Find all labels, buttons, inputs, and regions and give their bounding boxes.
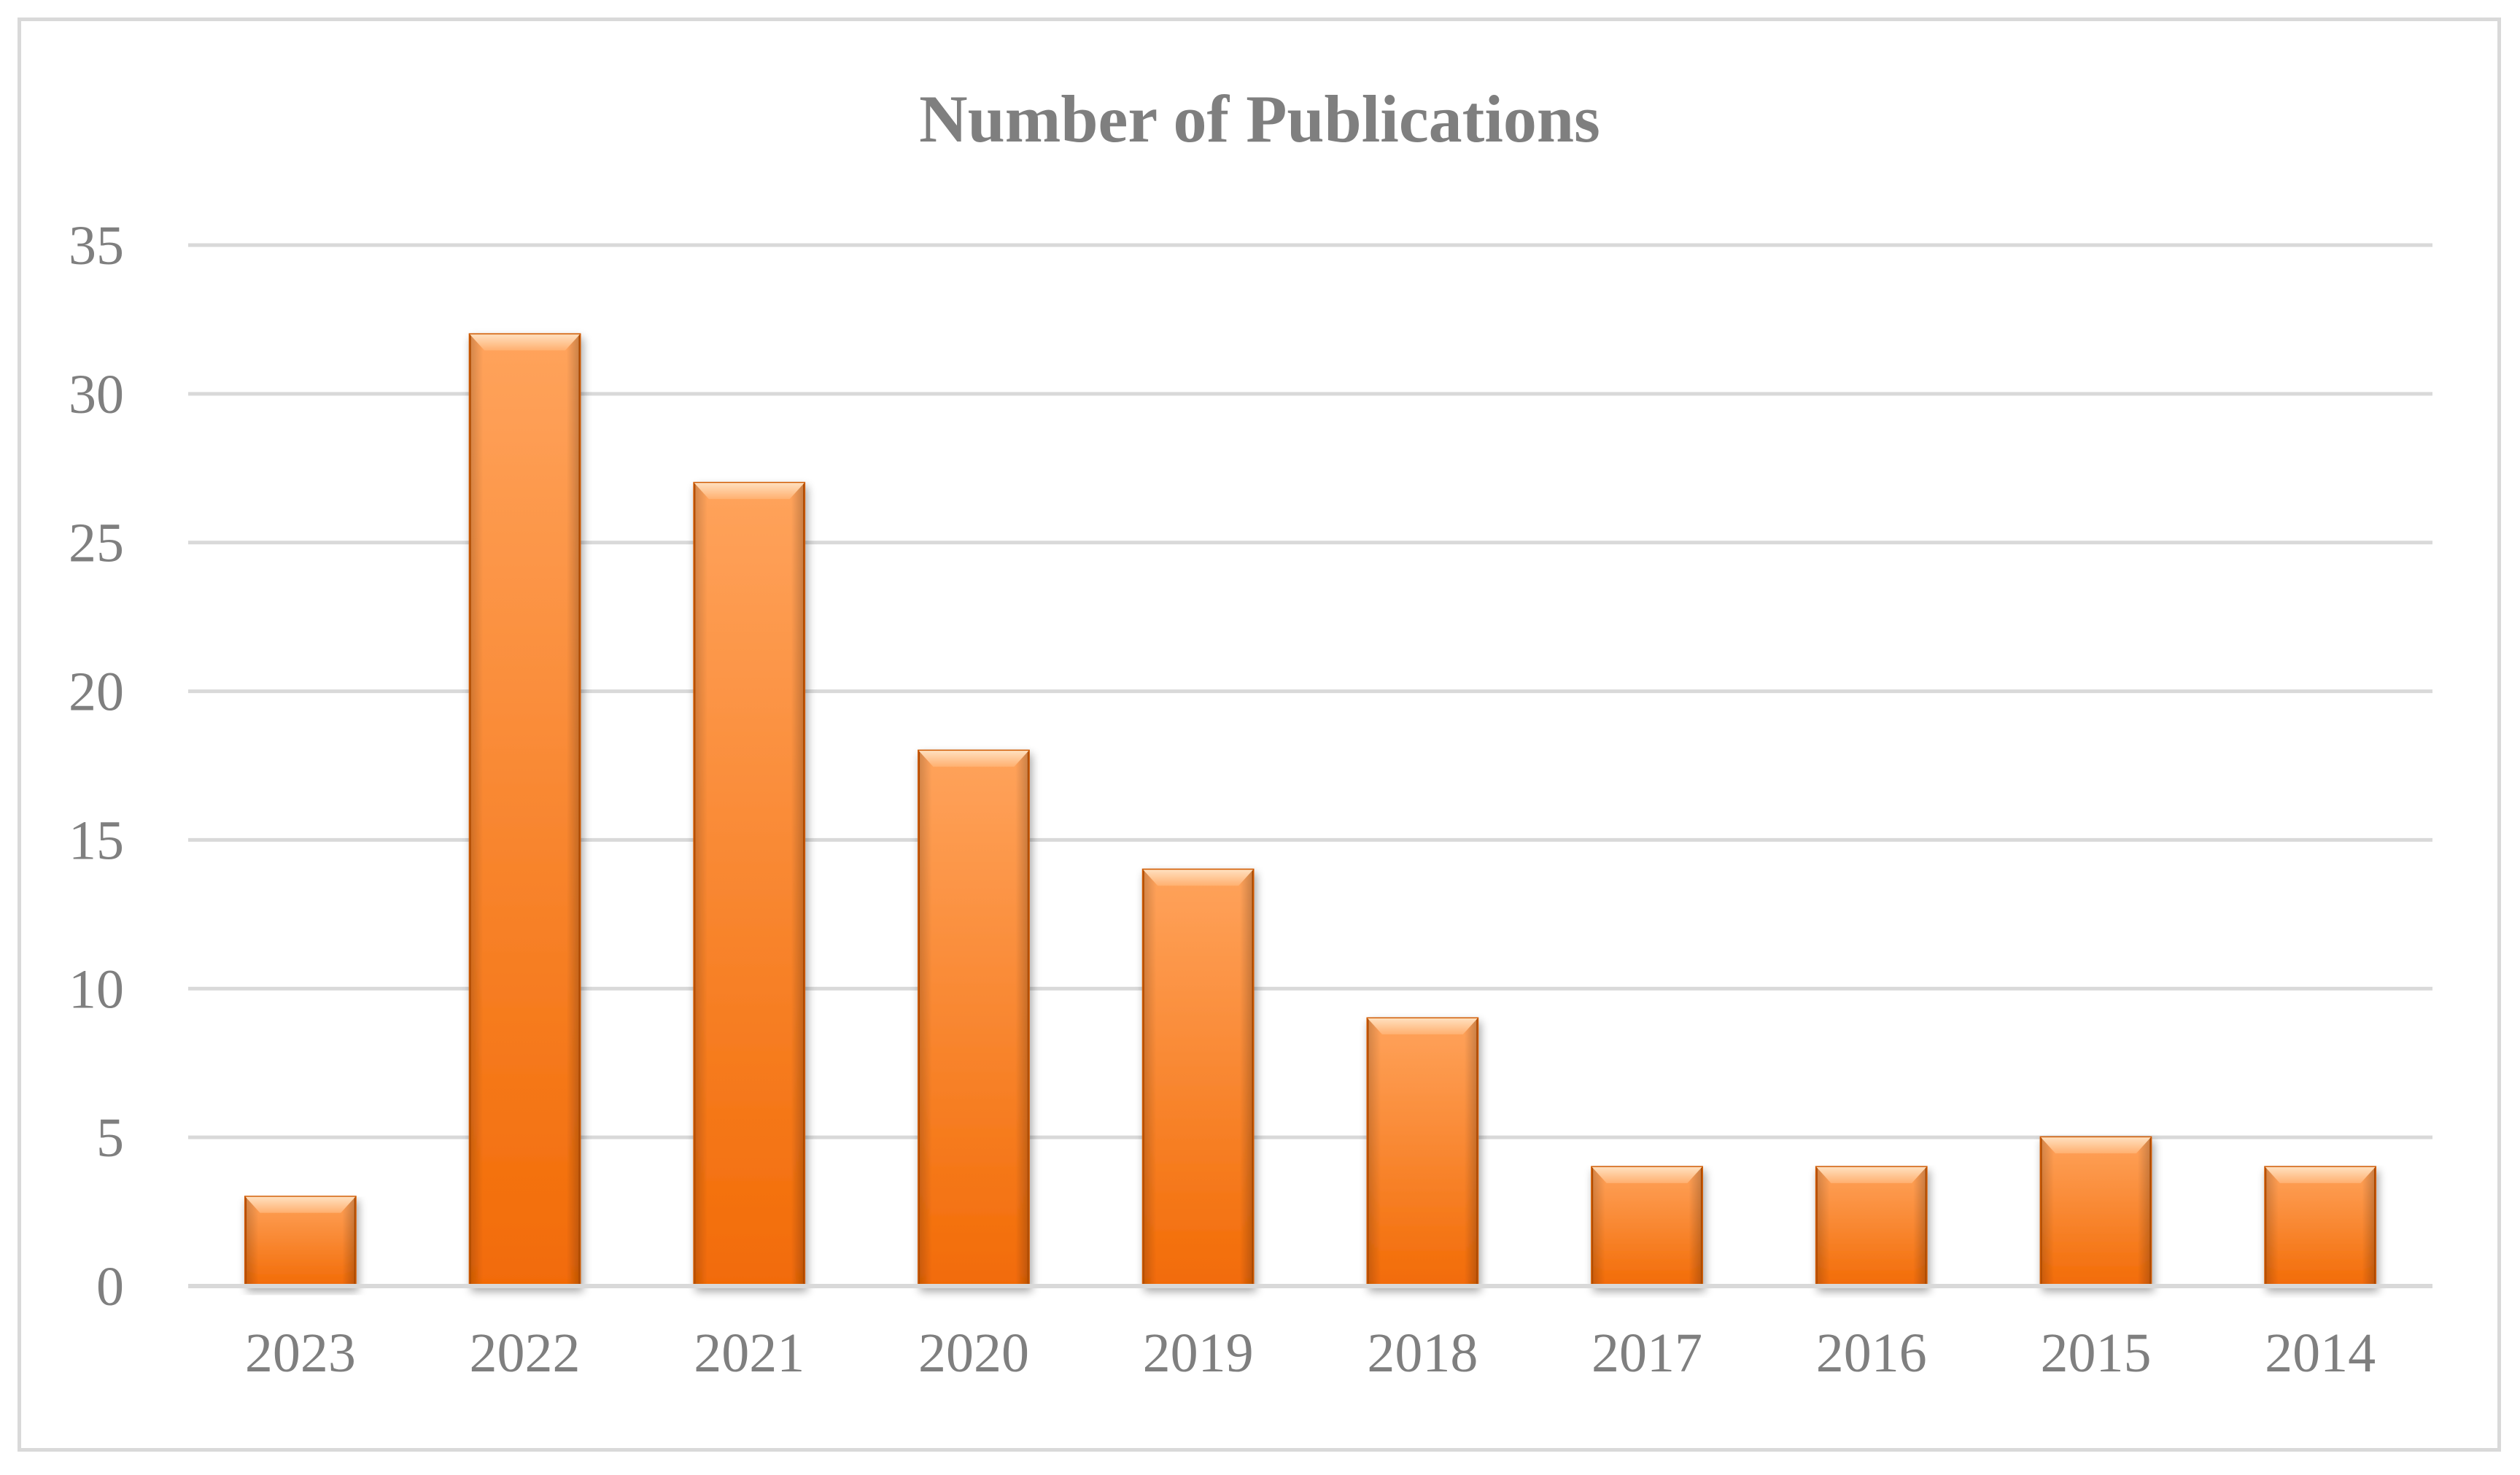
x-tick-label-2022: 2022	[470, 1323, 581, 1384]
bar-shading	[1592, 1166, 1702, 1286]
x-tick-label-2020: 2020	[918, 1323, 1029, 1384]
x-tick-label-2017: 2017	[1592, 1323, 1702, 1384]
y-tick-label: 0	[96, 1256, 124, 1317]
bar-shading	[2265, 1166, 2376, 1286]
bar-bevel	[245, 1196, 356, 1213]
bar-bevel	[2041, 1137, 2151, 1154]
bar-shading	[694, 483, 805, 1287]
bar-bevel	[1592, 1166, 1702, 1183]
chart-title: Number of Publications	[919, 82, 1600, 156]
x-tick-label-2015: 2015	[2040, 1323, 2151, 1384]
x-tick-label-2023: 2023	[245, 1323, 356, 1384]
y-tick-label: 25	[69, 513, 124, 574]
bar-2019	[1141, 868, 1255, 1288]
bars	[244, 333, 2377, 1288]
bar-2016	[1815, 1166, 1928, 1288]
bar-bevel	[1816, 1166, 1927, 1183]
bar-shading	[2041, 1137, 2151, 1286]
x-tick-label-2021: 2021	[694, 1323, 805, 1384]
y-tick-label: 10	[69, 959, 124, 1020]
bar-2014	[2264, 1166, 2377, 1288]
bar-2017	[1591, 1166, 1703, 1288]
bar-2018	[1366, 1017, 1479, 1288]
bar-shading	[1816, 1166, 1927, 1286]
y-tick-label: 5	[96, 1107, 124, 1169]
bar-2015	[2039, 1136, 2152, 1288]
bar-shading	[918, 751, 1029, 1286]
bar-2023	[244, 1196, 357, 1288]
bar-2020	[918, 749, 1030, 1288]
x-tick-label-2014: 2014	[2265, 1323, 2376, 1384]
y-tick-label: 20	[69, 662, 124, 723]
bar-bevel	[1367, 1018, 1478, 1035]
bar-shading	[470, 334, 580, 1286]
bar-shading	[1143, 870, 1254, 1286]
y-axis-ticks: 0 5 10 15 20 25 30 35	[69, 215, 124, 1317]
y-tick-label: 35	[69, 215, 124, 276]
x-tick-label-2018: 2018	[1367, 1323, 1478, 1384]
bar-2021	[693, 481, 806, 1288]
y-tick-label: 15	[69, 810, 124, 871]
x-tick-label-2019: 2019	[1143, 1323, 1254, 1384]
bar-2022	[468, 333, 581, 1288]
bar-bevel	[918, 751, 1029, 767]
x-tick-label-2016: 2016	[1816, 1323, 1927, 1384]
y-tick-label: 30	[69, 364, 124, 425]
x-axis-ticks: 2023 2022 2021 2020 2019 2018 2017 2016 2015 2014	[245, 1323, 2376, 1384]
bar-bevel	[470, 334, 580, 351]
bar-bevel	[1143, 870, 1254, 886]
bar-bevel	[694, 483, 805, 500]
bar-shading	[1367, 1018, 1478, 1286]
bar-bevel	[2265, 1166, 2376, 1183]
